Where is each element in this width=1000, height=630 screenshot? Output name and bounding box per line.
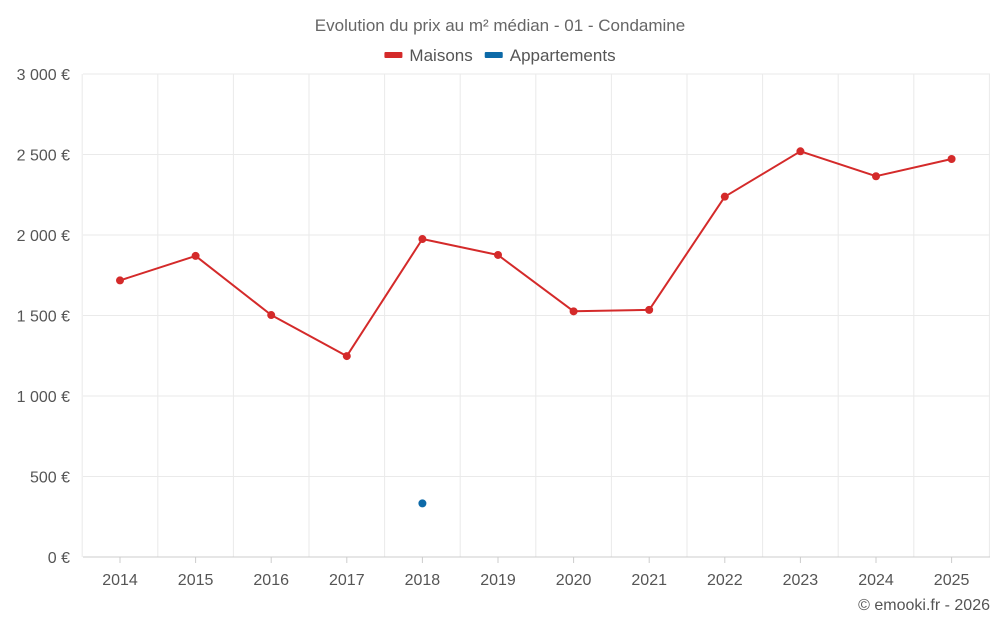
y-tick-label: 2 000 € <box>17 228 70 245</box>
axis-layer: 0 € 500 € 1 000 € 1 500 € 2 000 € 2 500 € 3 00… <box>17 67 990 589</box>
credit-text: © emooki.fr - 2026 <box>858 597 990 614</box>
data-point-maisons[interactable] <box>418 235 427 244</box>
series-layer <box>116 147 956 508</box>
x-tick-label: 2022 <box>707 572 743 589</box>
legend-swatch <box>384 52 403 58</box>
legend-item-maisons[interactable]: Maisons <box>384 46 473 65</box>
x-tick-label: 2019 <box>480 572 516 589</box>
chart-title: Evolution du prix au m² médian - 01 - Co… <box>315 16 685 35</box>
x-tick-label: 2020 <box>556 572 592 589</box>
data-point-maisons[interactable] <box>645 305 654 314</box>
x-tick-label: 2023 <box>783 572 819 589</box>
series-line-maisons <box>119 150 952 358</box>
x-tick-label: 2025 <box>934 572 970 589</box>
legend-label: Maisons <box>409 46 472 65</box>
y-tick-label: 1 000 € <box>17 389 70 406</box>
x-tick-label: 2014 <box>102 572 138 589</box>
x-tick-label: 2021 <box>631 572 667 589</box>
y-tick-label: 1 500 € <box>17 309 70 326</box>
x-tick-label: 2018 <box>405 572 441 589</box>
legend-label: Appartements <box>510 46 616 65</box>
data-point-appartements[interactable] <box>418 499 427 508</box>
data-point-maisons[interactable] <box>267 311 276 320</box>
grid-layer <box>81 73 990 557</box>
data-point-maisons[interactable] <box>342 352 351 361</box>
x-tick-label: 2016 <box>253 572 289 589</box>
x-tick-label: 2015 <box>178 572 214 589</box>
y-tick-label: 2 500 € <box>17 148 70 165</box>
x-tick-label: 2024 <box>858 572 894 589</box>
data-point-maisons[interactable] <box>569 307 578 316</box>
data-point-maisons[interactable] <box>796 147 805 156</box>
data-point-maisons[interactable] <box>720 192 729 201</box>
legend: Maisons Appartements <box>384 46 616 65</box>
data-point-maisons[interactable] <box>947 155 956 164</box>
y-tick-label: 0 € <box>48 550 70 567</box>
data-point-maisons[interactable] <box>872 172 880 181</box>
legend-swatch <box>484 52 503 58</box>
legend-item-appartements[interactable]: Appartements <box>484 46 616 65</box>
y-tick-label: 3 000 € <box>17 67 70 84</box>
data-point-maisons[interactable] <box>494 250 502 259</box>
x-tick-label: 2017 <box>329 572 365 589</box>
data-point-maisons[interactable] <box>191 251 200 260</box>
y-tick-label: 500 € <box>30 470 70 487</box>
data-point-maisons[interactable] <box>116 276 124 285</box>
